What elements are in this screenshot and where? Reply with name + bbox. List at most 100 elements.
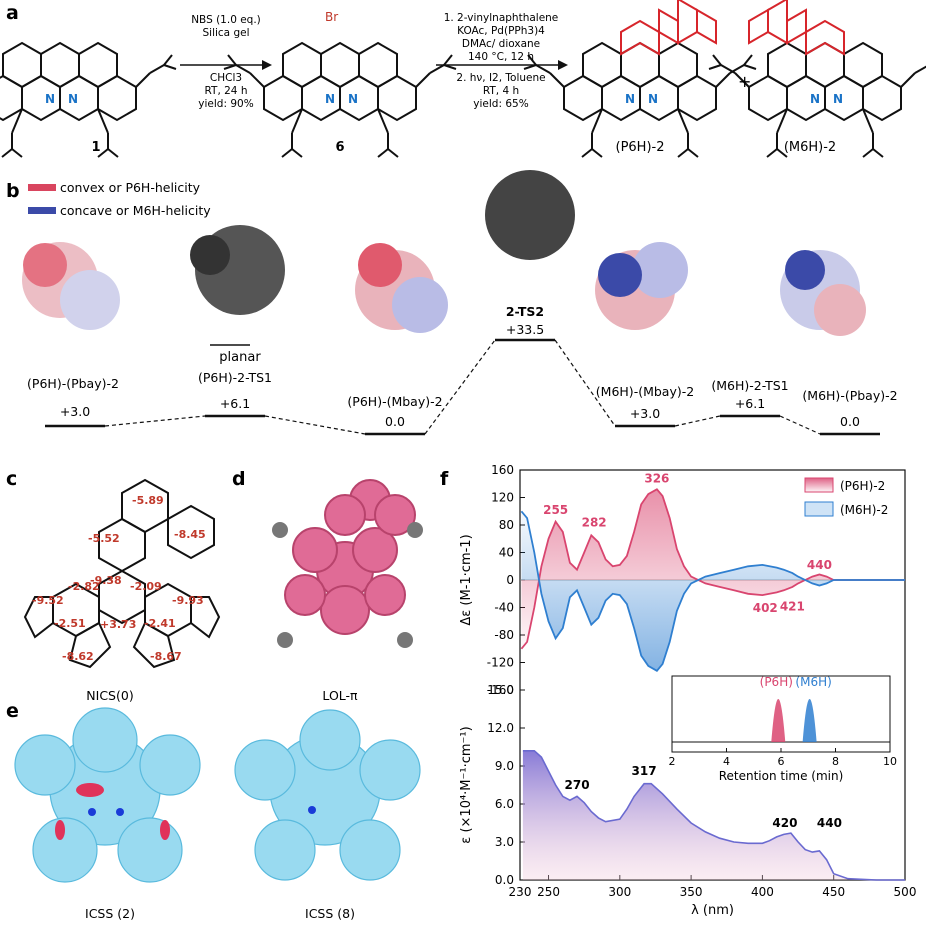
hplc-xtick-label: 10 [883, 755, 897, 768]
cd-peak-label: 402 [753, 601, 778, 615]
state-label-3: (P6H)-(Mbay)-2 [347, 394, 443, 409]
cd-ytick-label: -80 [494, 628, 514, 642]
step2-conditions-bottom: 2. hν, I2, Toluene RT, 4 h yield: 65% [456, 72, 546, 110]
hplc-peak-label-p: (P6H) [760, 675, 793, 689]
mol-state-1 [22, 242, 120, 330]
mol-state-4 [485, 170, 575, 260]
cd-line-p [520, 488, 905, 650]
uv-peak-label: 440 [817, 816, 842, 830]
reaction-scheme: N N [0, 0, 926, 158]
state-label-2: (P6H)-2-TS1 [198, 370, 272, 385]
state-label-1: (P6H)-(Pbay)-2 [27, 376, 119, 391]
cd-peak-label: 440 [807, 558, 832, 572]
state-label-7: (M6H)-(Pbay)-2 [802, 388, 898, 403]
cd-ytick-label: 160 [491, 463, 514, 477]
lol-pi-map [272, 479, 423, 648]
cd-legend-swatch-m [804, 501, 834, 517]
uv-xtick-label: 350 [680, 885, 703, 899]
state-energy-6: +6.1 [734, 396, 766, 411]
cd-peak-label: 421 [780, 600, 805, 614]
state-energy-3: 0.0 [385, 414, 405, 429]
nics-values: -5.89 -5.52 -8.45 -9.38 -9.52 -2.82 -2.0… [32, 494, 206, 663]
bromine-label: Br [325, 10, 339, 24]
legend-concave-label: concave or M6H-helicity [60, 203, 211, 218]
uv-line [522, 750, 905, 881]
mol-state-2 [190, 225, 285, 315]
panel-label-f: f [440, 468, 449, 490]
uv-ylabel: ε (×10⁴·M⁻¹·cm⁻¹) [459, 726, 474, 843]
icss-maps [14, 707, 421, 883]
step1-conditions-bottom: CHCl3 RT, 24 h yield: 90% [198, 72, 254, 110]
cd-legend-swatch-p [804, 477, 834, 493]
panel-label-d: d [232, 468, 246, 490]
hplc-xtick-label: 6 [778, 755, 785, 768]
panel-label-e: e [6, 700, 19, 722]
state-energy-7: 0.0 [840, 414, 860, 429]
hplc-xlabel: Retention time (min) [719, 769, 844, 783]
cd-ytick-label: -120 [487, 656, 514, 670]
uv-xtick-label: 250 [537, 885, 560, 899]
state-energy-4: +33.5 [505, 322, 545, 337]
cd-area-m [521, 511, 905, 671]
uv-xtick-label: 500 [894, 885, 917, 899]
state-energy-1: +3.0 [59, 404, 91, 419]
cd-legend-label-p: (P6H)-2 [840, 479, 885, 493]
uv-xlabel: λ (nm) [691, 903, 734, 918]
cd-ytick-label: -40 [494, 601, 514, 615]
compound-1-label: 1 [91, 140, 101, 155]
product-M-label: (M6H)-2 [783, 140, 837, 155]
state-energy-5: +3.0 [629, 406, 661, 421]
energy-diagram [22, 170, 880, 436]
uv-xtick-label: 230 [509, 885, 532, 899]
cd-legend-label-m: (M6H)-2 [840, 503, 888, 517]
uv-ytick-label: 3.0 [495, 835, 514, 849]
hplc-xtick-label: 4 [723, 755, 730, 768]
cd-ytick-label: 40 [499, 546, 514, 560]
uv-ytick-label: 15.0 [487, 683, 514, 697]
mol-state-7 [780, 250, 866, 336]
uv-ytick-label: 6.0 [495, 797, 514, 811]
nics-diagram [23, 478, 221, 669]
panel-label-b: b [6, 180, 20, 202]
state-label-5: (M6H)-(Mbay)-2 [595, 384, 695, 399]
uv-xtick-label: 450 [822, 885, 845, 899]
uv-area [522, 750, 905, 880]
legend-convex-label: convex or P6H-helicity [60, 180, 201, 195]
legend-convex-swatch [28, 184, 56, 191]
planar-label: planar [219, 350, 261, 365]
icss-left-title: ICSS (2) [85, 906, 135, 921]
hplc-peak-p [771, 699, 786, 742]
lol-title: LOL-π [322, 688, 358, 703]
cd-ytick-label: 120 [491, 491, 514, 505]
step2-conditions-top: 1. 2-vinylnaphthalene KOAc, Pd(PPh3)4 DMAc… [443, 12, 559, 63]
mol-state-3 [355, 243, 448, 333]
cd-peak-label: 282 [582, 515, 607, 529]
uv-peak-label: 270 [565, 778, 590, 792]
uv-ytick-label: 0.0 [495, 873, 514, 887]
uv-ytick-label: 9.0 [495, 759, 514, 773]
hplc-peak-label-m: (M6H) [795, 675, 831, 689]
product-P-label: (P6H)-2 [615, 140, 665, 155]
cd-ylabel: Δε (M-1·cm-1) [459, 534, 474, 625]
uv-ytick-label: 12.0 [487, 721, 514, 735]
cd-ytick-label: -160 [487, 683, 514, 697]
panel-label-c: c [6, 468, 18, 490]
uv-peak-label: 420 [772, 816, 797, 830]
plus-sign: + [738, 72, 752, 91]
hplc-xtick-label: 2 [669, 755, 676, 768]
compound-6-label: 6 [335, 140, 345, 155]
cd-line-m [520, 510, 905, 672]
mol-state-5 [595, 242, 688, 330]
uv-xtick-label: 300 [608, 885, 631, 899]
hplc-xtick-label: 8 [832, 755, 839, 768]
icss-right-title: ICSS (8) [305, 906, 355, 921]
state-energy-2: +6.1 [219, 396, 251, 411]
panel-label-a: a [6, 2, 19, 24]
cd-peak-label: 255 [543, 503, 568, 517]
uv-peak-label: 317 [632, 764, 657, 778]
uv-xtick-label: 400 [751, 885, 774, 899]
step1-conditions-top: NBS (1.0 eq.) Silica gel [191, 14, 261, 39]
state-label-4: 2-TS2 [505, 304, 545, 319]
cd-peak-label: 326 [644, 471, 669, 485]
